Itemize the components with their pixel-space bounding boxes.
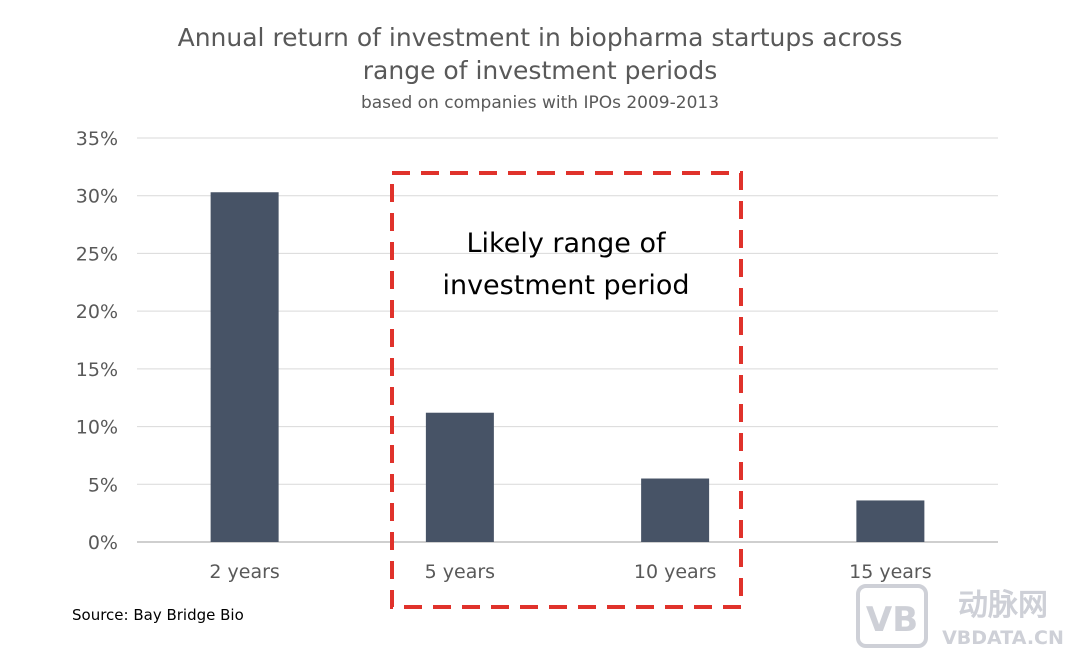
watermark-brand-name: 动脉网 [958, 588, 1048, 623]
watermark-logo-letters: VB [866, 600, 918, 640]
annotation-line-1: Likely range of [466, 228, 667, 259]
x-tick-label: 15 years [849, 561, 932, 583]
annotation-box [390, 171, 743, 609]
x-tick-label: 2 years [209, 561, 279, 583]
y-tick-label: 20% [76, 301, 118, 323]
x-axis-ticks: 2 years 5 years 10 years 15 years [209, 561, 931, 583]
gridlines [137, 137, 998, 543]
y-tick-label: 15% [76, 359, 118, 381]
watermark-logo: VB 动脉网 VBDATA.CN [856, 584, 1064, 649]
y-tick-label: 30% [76, 186, 118, 208]
bar-2-years [210, 192, 279, 542]
annotation-line-2: investment period [442, 270, 689, 301]
chart-title-line-1: Annual return of investment in biopharma… [178, 23, 903, 52]
y-axis-ticks: 0% 5% 10% 15% 20% 25% 30% 35% [76, 128, 118, 554]
bar-10-years [641, 478, 710, 542]
y-tick-label: 25% [76, 243, 118, 265]
watermark-site: VBDATA.CN [942, 627, 1064, 649]
y-tick-label: 35% [76, 128, 118, 150]
y-tick-label: 5% [88, 474, 118, 496]
watermark-logo-mark [856, 584, 928, 648]
y-tick-label: 10% [76, 417, 118, 439]
bar-5-years [425, 412, 494, 542]
x-tick-label: 10 years [634, 561, 717, 583]
chart-title-line-2: range of investment periods [363, 56, 717, 85]
bar-15-years [856, 500, 925, 542]
chart-subtitle: based on companies with IPOs 2009-2013 [361, 93, 719, 113]
bars [210, 192, 925, 542]
y-tick-label: 0% [88, 532, 118, 554]
x-tick-label: 5 years [425, 561, 495, 583]
source-note: Source: Bay Bridge Bio [72, 606, 244, 624]
